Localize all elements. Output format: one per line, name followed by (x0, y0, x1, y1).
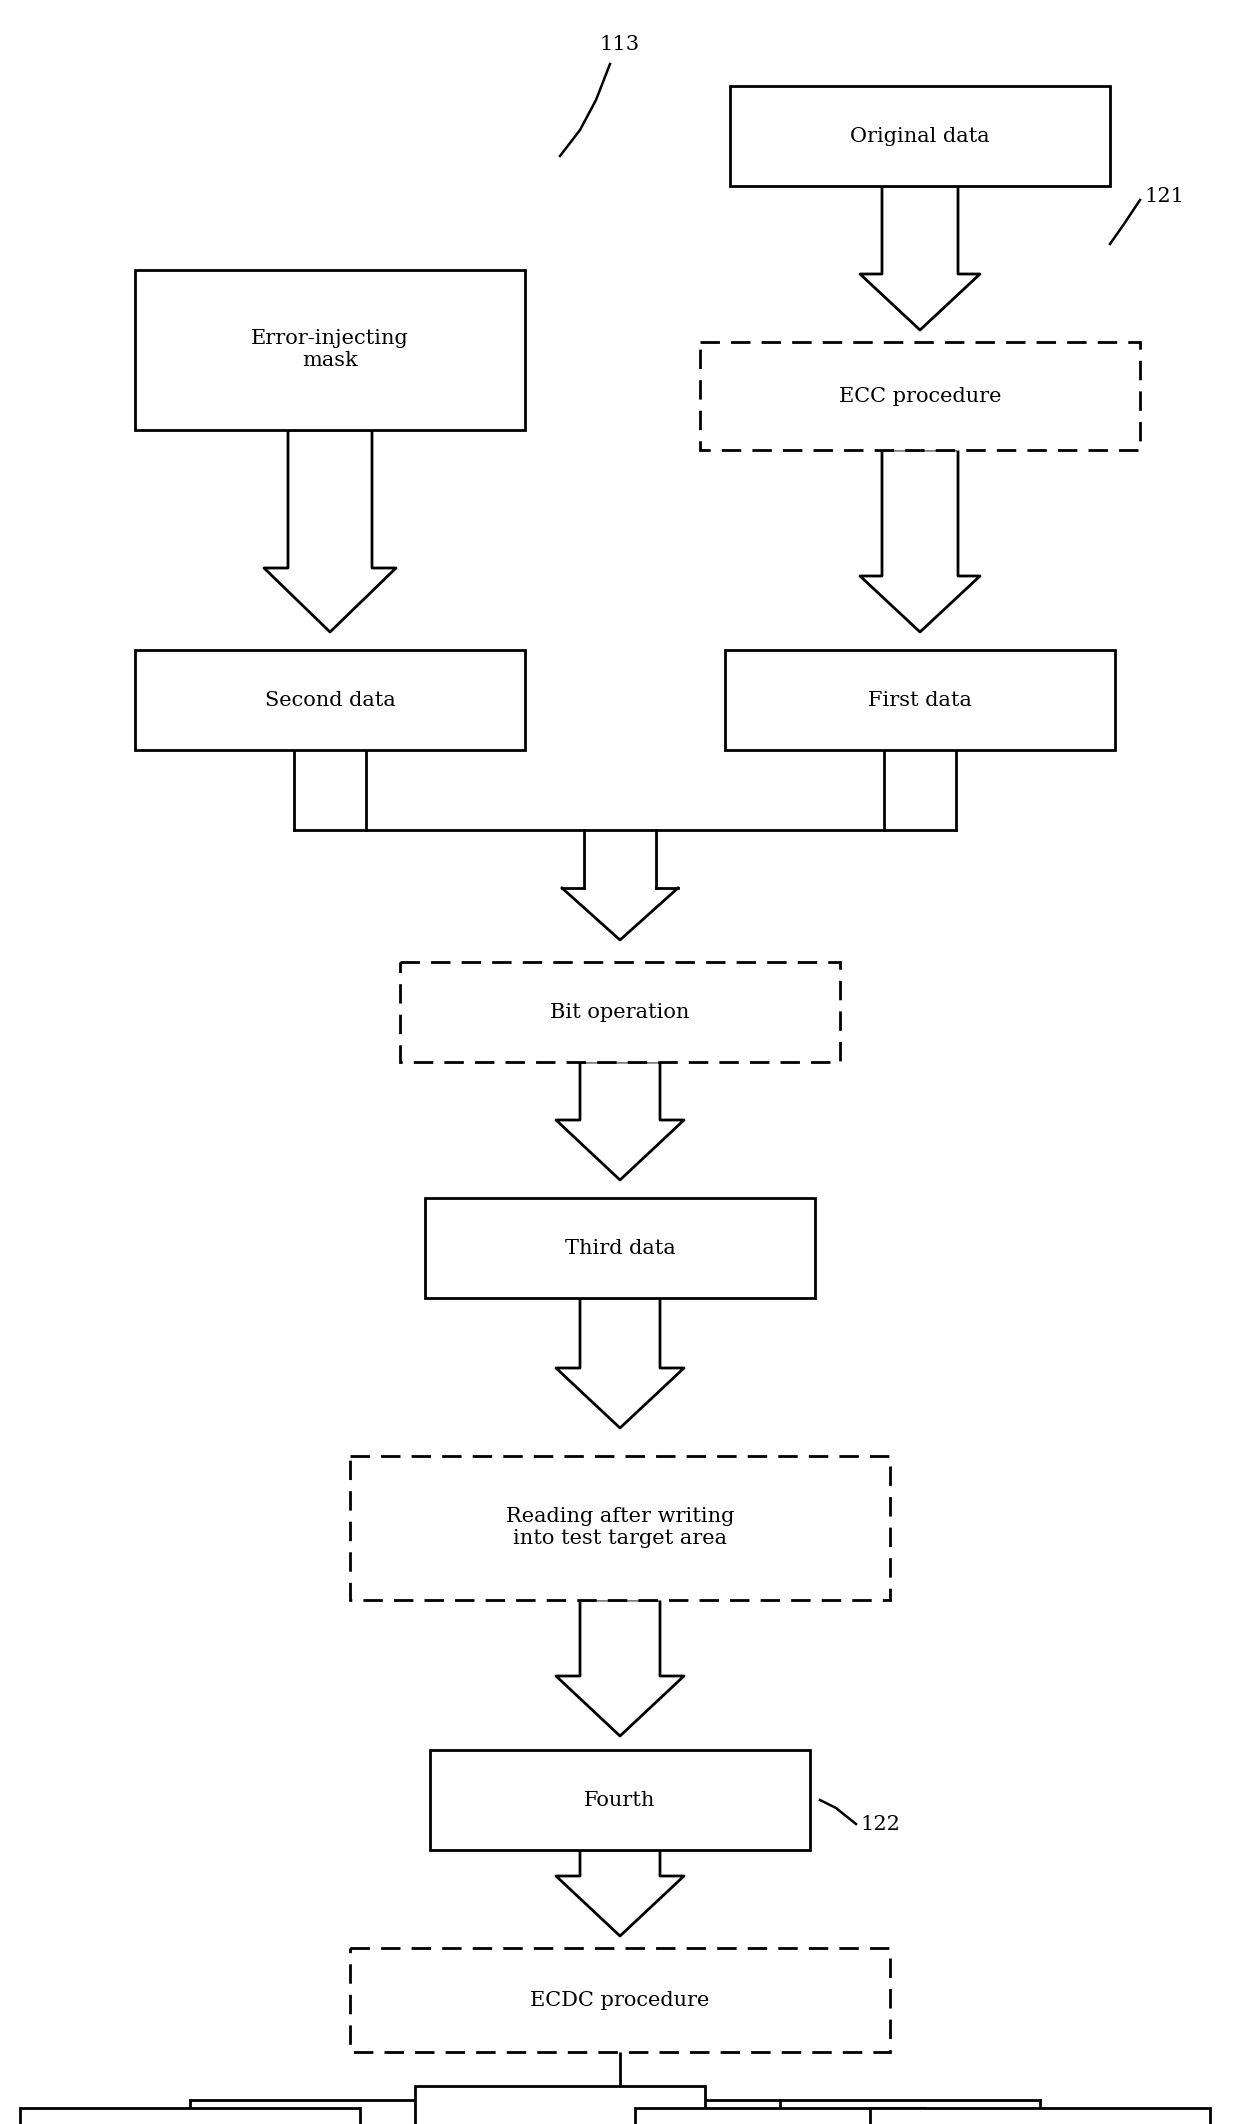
FancyBboxPatch shape (135, 270, 525, 429)
FancyBboxPatch shape (725, 650, 1115, 750)
FancyBboxPatch shape (701, 342, 1140, 450)
FancyBboxPatch shape (20, 2107, 360, 2124)
Polygon shape (861, 450, 980, 633)
Text: Error-injecting
mask: Error-injecting mask (252, 329, 409, 370)
Text: 113: 113 (600, 34, 640, 53)
FancyBboxPatch shape (350, 1948, 890, 2052)
Text: ECC procedure: ECC procedure (838, 387, 1001, 406)
Text: Fourth: Fourth (584, 1791, 656, 1810)
Text: ECDC procedure: ECDC procedure (531, 1990, 709, 2009)
Polygon shape (556, 1298, 684, 1427)
Polygon shape (294, 750, 366, 830)
Polygon shape (556, 1850, 684, 1935)
Text: Second data: Second data (264, 690, 396, 709)
Polygon shape (562, 888, 678, 941)
Text: Original data: Original data (851, 127, 990, 147)
FancyBboxPatch shape (135, 650, 525, 750)
Polygon shape (884, 750, 956, 830)
FancyBboxPatch shape (635, 2107, 925, 2124)
FancyBboxPatch shape (730, 85, 1110, 187)
Text: Reading after writing
into test target area: Reading after writing into test target a… (506, 1508, 734, 1548)
Text: Bit operation: Bit operation (551, 1003, 689, 1022)
Polygon shape (294, 820, 956, 830)
Polygon shape (264, 429, 396, 633)
FancyBboxPatch shape (430, 1750, 810, 1850)
Polygon shape (556, 1599, 684, 1735)
Text: First data: First data (868, 690, 972, 709)
FancyBboxPatch shape (425, 1198, 815, 1298)
FancyBboxPatch shape (350, 1455, 890, 1599)
Text: 122: 122 (861, 1814, 900, 1833)
FancyBboxPatch shape (415, 2086, 706, 2124)
Polygon shape (556, 1062, 684, 1181)
Polygon shape (861, 187, 980, 329)
Text: 121: 121 (1145, 187, 1184, 206)
Text: Third data: Third data (564, 1238, 676, 1257)
FancyBboxPatch shape (870, 2107, 1210, 2124)
FancyBboxPatch shape (401, 962, 839, 1062)
Polygon shape (584, 830, 656, 888)
